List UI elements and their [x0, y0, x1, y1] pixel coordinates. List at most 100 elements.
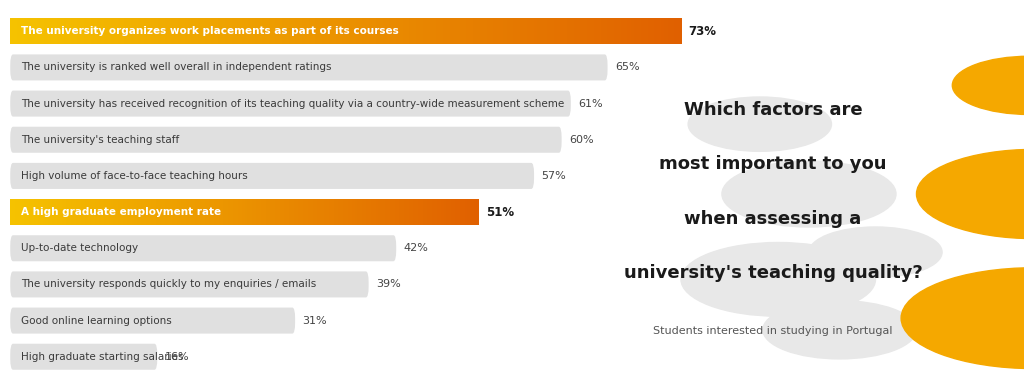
Bar — [432, 199, 435, 225]
Bar — [265, 18, 269, 44]
Bar — [343, 199, 346, 225]
Bar — [317, 199, 321, 225]
Bar — [361, 199, 365, 225]
Bar — [517, 18, 520, 44]
Bar — [271, 18, 275, 44]
Bar — [418, 199, 421, 225]
Bar — [84, 18, 88, 44]
Bar — [430, 199, 432, 225]
Bar — [289, 18, 293, 44]
Bar — [476, 18, 480, 44]
Bar — [467, 199, 470, 225]
Bar — [470, 199, 472, 225]
Bar — [130, 199, 132, 225]
Text: university's teaching quality?: university's teaching quality? — [624, 264, 923, 282]
FancyBboxPatch shape — [10, 235, 396, 261]
Bar — [367, 199, 370, 225]
Bar — [386, 18, 390, 44]
Bar — [261, 199, 264, 225]
Bar — [109, 199, 112, 225]
Text: 31%: 31% — [302, 315, 327, 326]
Bar — [158, 199, 161, 225]
Bar — [37, 18, 41, 44]
Bar — [423, 199, 426, 225]
Bar — [128, 18, 131, 44]
Bar — [295, 18, 299, 44]
Bar — [617, 18, 622, 44]
Bar — [338, 199, 341, 225]
Bar — [196, 199, 199, 225]
Bar — [651, 18, 654, 44]
Bar — [106, 199, 110, 225]
Bar — [43, 199, 46, 225]
Bar — [352, 18, 356, 44]
Bar — [268, 18, 272, 44]
Bar — [154, 199, 156, 225]
FancyBboxPatch shape — [10, 344, 158, 370]
Bar — [81, 18, 85, 44]
FancyBboxPatch shape — [10, 163, 535, 189]
Bar — [125, 199, 128, 225]
Bar — [48, 199, 50, 225]
Bar — [378, 199, 381, 225]
Bar — [221, 199, 224, 225]
Bar — [429, 18, 433, 44]
Bar — [604, 18, 608, 44]
Bar — [249, 18, 252, 44]
Bar — [621, 18, 625, 44]
Bar — [534, 18, 538, 44]
Bar — [22, 199, 25, 225]
Bar — [332, 18, 336, 44]
Bar — [91, 18, 94, 44]
Bar — [470, 18, 473, 44]
Bar — [60, 18, 65, 44]
Text: 51%: 51% — [486, 206, 514, 218]
Bar — [426, 18, 430, 44]
Bar — [286, 18, 289, 44]
Bar — [407, 199, 409, 225]
Bar — [50, 199, 53, 225]
Bar — [345, 199, 348, 225]
Bar — [10, 18, 14, 44]
Bar — [504, 18, 507, 44]
Bar — [17, 18, 20, 44]
Bar — [78, 18, 81, 44]
Bar — [195, 18, 199, 44]
Bar — [210, 199, 212, 225]
Bar — [99, 199, 102, 225]
Bar — [223, 199, 226, 225]
Bar — [530, 18, 534, 44]
Bar — [355, 18, 359, 44]
Bar — [63, 18, 68, 44]
Bar — [450, 18, 454, 44]
Bar — [193, 199, 196, 225]
Bar — [315, 18, 319, 44]
Bar — [165, 18, 168, 44]
Bar — [97, 18, 101, 44]
Bar — [137, 199, 139, 225]
Bar — [369, 18, 373, 44]
Bar — [359, 18, 362, 44]
Bar — [88, 199, 90, 225]
Bar — [54, 199, 57, 225]
Bar — [15, 199, 17, 225]
Bar — [409, 199, 412, 225]
Bar — [198, 199, 201, 225]
Bar — [236, 199, 238, 225]
Bar — [352, 199, 355, 225]
Text: Good online learning options: Good online learning options — [22, 315, 172, 326]
Bar — [379, 18, 383, 44]
Bar — [587, 18, 591, 44]
Bar — [387, 199, 390, 225]
Bar — [116, 199, 119, 225]
Bar — [247, 199, 250, 225]
Bar — [148, 199, 152, 225]
Bar — [339, 18, 343, 44]
Bar — [144, 18, 148, 44]
Text: 57%: 57% — [542, 171, 566, 181]
Bar — [359, 199, 362, 225]
Bar — [65, 199, 67, 225]
Bar — [268, 199, 270, 225]
Bar — [434, 199, 437, 225]
Bar — [272, 199, 275, 225]
